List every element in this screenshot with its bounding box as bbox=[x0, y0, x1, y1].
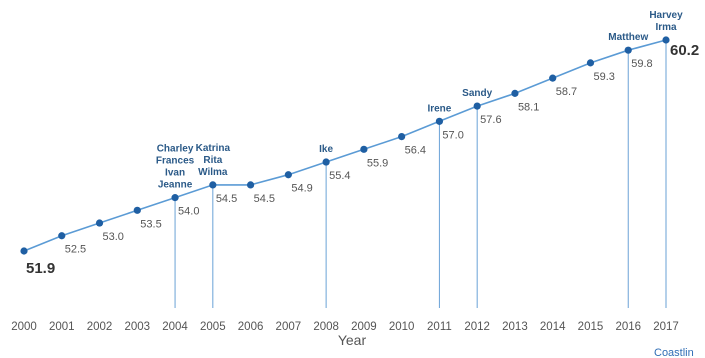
data-point-2004 bbox=[171, 194, 179, 202]
x-tick-2015: 2015 bbox=[578, 321, 604, 333]
x-tick-2002: 2002 bbox=[87, 321, 113, 333]
data-point-2007 bbox=[284, 171, 292, 179]
data-point-2002 bbox=[95, 219, 104, 227]
value-labels: 51.9 52.5 53.0 53.5 54.0 54.5 54.5 54.9 55.4 55.9… bbox=[26, 42, 699, 277]
x-tick-2008: 2008 bbox=[313, 321, 339, 333]
value-label-2007: 54.9 bbox=[291, 183, 312, 195]
data-point-2008 bbox=[322, 158, 330, 166]
annotation-2008-0: Ike bbox=[319, 144, 333, 155]
annotation-drop-lines bbox=[174, 40, 667, 308]
annotation-2005-0: Katrina bbox=[196, 143, 231, 154]
x-tick-2017: 2017 bbox=[653, 321, 679, 333]
x-tick-2004: 2004 bbox=[162, 321, 188, 333]
x-tick-2016: 2016 bbox=[615, 321, 641, 333]
x-tick-2011: 2011 bbox=[427, 321, 452, 333]
annotation-2005-1: Rita bbox=[203, 155, 222, 166]
data-point-2017 bbox=[662, 36, 670, 44]
x-tick-2014: 2014 bbox=[540, 321, 566, 333]
series-line bbox=[23, 39, 667, 252]
data-point-2015 bbox=[586, 59, 595, 67]
data-point-2016 bbox=[624, 46, 632, 54]
value-label-2016: 59.8 bbox=[631, 58, 652, 70]
annotation-2016-0: Matthew bbox=[608, 32, 648, 43]
x-tick-2001: 2001 bbox=[49, 321, 75, 333]
value-label-2004: 54.0 bbox=[178, 206, 199, 218]
data-point-2011 bbox=[435, 117, 444, 125]
value-label-2017: 60.2 bbox=[670, 42, 699, 59]
data-point-2009 bbox=[360, 145, 368, 153]
data-point-2006 bbox=[246, 181, 255, 189]
value-label-2002: 53.0 bbox=[103, 231, 124, 243]
value-label-2014: 58.7 bbox=[556, 86, 577, 98]
x-tick-2012: 2012 bbox=[464, 321, 490, 333]
value-label-2009: 55.9 bbox=[367, 157, 388, 169]
annotation-2017-0: Harvey bbox=[649, 10, 683, 21]
annotation-2017-1: Irma bbox=[655, 22, 677, 33]
value-label-2000: 51.9 bbox=[26, 260, 55, 277]
x-tick-2000: 2000 bbox=[11, 321, 37, 333]
corner-text: Coastlin bbox=[654, 347, 694, 358]
annotation-2004-2: Ivan bbox=[165, 168, 185, 179]
data-point-2012 bbox=[473, 102, 481, 110]
data-point-2003 bbox=[133, 206, 141, 214]
data-point-2001 bbox=[58, 232, 66, 240]
value-label-2001: 52.5 bbox=[65, 244, 86, 256]
value-label-2013: 58.1 bbox=[518, 101, 539, 113]
annotation-2004-1: Frances bbox=[156, 156, 195, 167]
annotation-2004-3: Jeanne bbox=[158, 180, 193, 191]
annotation-2005-2: Wilma bbox=[198, 167, 228, 178]
value-label-2010: 56.4 bbox=[405, 145, 426, 157]
annotation-2012-0: Sandy bbox=[462, 88, 492, 99]
data-point-2014 bbox=[549, 74, 557, 82]
data-point-2010 bbox=[398, 133, 406, 141]
x-tick-2003: 2003 bbox=[124, 321, 150, 333]
value-label-2011: 57.0 bbox=[442, 129, 463, 141]
x-axis-label: Year bbox=[338, 332, 367, 348]
value-label-2005: 54.5 bbox=[216, 193, 237, 205]
x-tick-2009: 2009 bbox=[351, 321, 377, 333]
annotation-2004-0: Charley bbox=[157, 144, 194, 155]
x-tick-2006: 2006 bbox=[238, 321, 264, 333]
x-tick-2010: 2010 bbox=[389, 321, 415, 333]
data-points bbox=[20, 36, 670, 255]
x-tick-2007: 2007 bbox=[276, 321, 302, 333]
x-tick-2005: 2005 bbox=[200, 321, 226, 333]
value-label-2008: 55.4 bbox=[329, 170, 350, 182]
data-point-2000 bbox=[20, 247, 28, 255]
data-point-2013 bbox=[511, 89, 519, 97]
value-label-2003: 53.5 bbox=[140, 218, 161, 230]
annotation-2011-0: Irene bbox=[427, 103, 451, 114]
x-axis-ticks: 2000 2001 2002 2003 2004 2005 2006 2007 2008 2009… bbox=[11, 321, 679, 333]
value-label-2015: 59.3 bbox=[593, 71, 614, 83]
data-point-2005 bbox=[209, 181, 217, 189]
value-label-2012: 57.6 bbox=[480, 114, 501, 126]
x-tick-2013: 2013 bbox=[502, 321, 528, 333]
value-label-2006: 54.5 bbox=[254, 193, 275, 205]
